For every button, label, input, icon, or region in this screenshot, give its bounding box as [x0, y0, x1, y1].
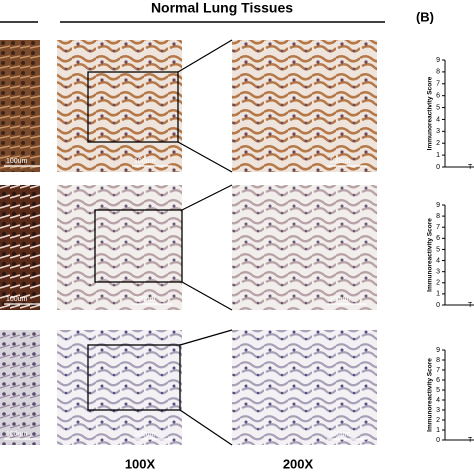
- micrograph: [57, 330, 182, 445]
- axis-title: Immunoreactivity Score: [427, 218, 434, 292]
- tick-label: 5: [436, 387, 440, 394]
- micrograph: [0, 40, 40, 172]
- tick-label: 3: [436, 128, 440, 135]
- micrograph: [57, 185, 182, 310]
- title: Normal Lung Tissues: [151, 0, 293, 16]
- scale-label: 100um: [329, 431, 351, 438]
- scale-label: 100um: [134, 296, 156, 303]
- tick-label: 5: [436, 104, 440, 111]
- inset-box: [94, 209, 183, 283]
- tick-label: 8: [436, 357, 440, 364]
- axis-title: Immunoreactivity Score: [427, 76, 434, 150]
- tick-label: 9: [436, 347, 440, 354]
- tick-label: 0: [436, 437, 440, 444]
- tick-label: 9: [436, 202, 440, 209]
- tick-label: 2: [436, 417, 440, 424]
- tick-label: 3: [436, 269, 440, 276]
- column-label: 100X: [125, 456, 156, 471]
- tick-label: 5: [436, 246, 440, 253]
- x-label: T: [468, 437, 473, 444]
- inset-box: [87, 344, 181, 411]
- scale-label: 100um: [6, 431, 28, 438]
- tick-label: 0: [436, 302, 440, 309]
- zoom-line: [177, 141, 233, 173]
- tick-label: 0: [436, 164, 440, 171]
- tick-label: 4: [436, 257, 440, 264]
- column-label: 200X: [283, 456, 314, 471]
- x-label: T: [468, 302, 473, 309]
- panel-label: (B): [416, 9, 434, 24]
- tick-label: 4: [436, 397, 440, 404]
- micrograph: [0, 330, 40, 445]
- zoom-line: [181, 281, 233, 311]
- tick-label: 9: [436, 57, 440, 64]
- micrograph: [232, 185, 377, 310]
- axis-title: Immunoreactivity Score: [427, 358, 434, 432]
- tick-label: 6: [436, 377, 440, 384]
- micrograph: [232, 40, 377, 172]
- zoom-line: [179, 409, 233, 446]
- zoom-line: [179, 329, 233, 346]
- scale-label: 100um: [134, 431, 156, 438]
- tick-label: 2: [436, 280, 440, 287]
- micrograph: [232, 330, 377, 445]
- tick-label: 8: [436, 69, 440, 76]
- tick-label: 6: [436, 235, 440, 242]
- tick-label: 3: [436, 407, 440, 414]
- x-label: T: [468, 164, 473, 171]
- tick-label: 1: [436, 152, 440, 159]
- tick-label: 7: [436, 367, 440, 374]
- scale-label: 100um: [329, 158, 351, 165]
- scale-label: 100um: [6, 296, 28, 303]
- tick-label: 1: [436, 427, 440, 434]
- tick-label: 7: [436, 224, 440, 231]
- inset-box: [87, 71, 179, 143]
- micrograph: [0, 185, 40, 310]
- tick-label: 8: [436, 213, 440, 220]
- micrograph: [57, 40, 182, 172]
- scale-label: 100um: [6, 158, 28, 165]
- tick-label: 6: [436, 93, 440, 100]
- tick-label: 7: [436, 81, 440, 88]
- zoom-line: [177, 39, 233, 73]
- scale-label: 100um: [134, 158, 156, 165]
- tick-label: 2: [436, 140, 440, 147]
- zoom-line: [181, 184, 233, 211]
- scale-label: 100um: [329, 296, 351, 303]
- tick-label: 1: [436, 291, 440, 298]
- tick-label: 4: [436, 116, 440, 123]
